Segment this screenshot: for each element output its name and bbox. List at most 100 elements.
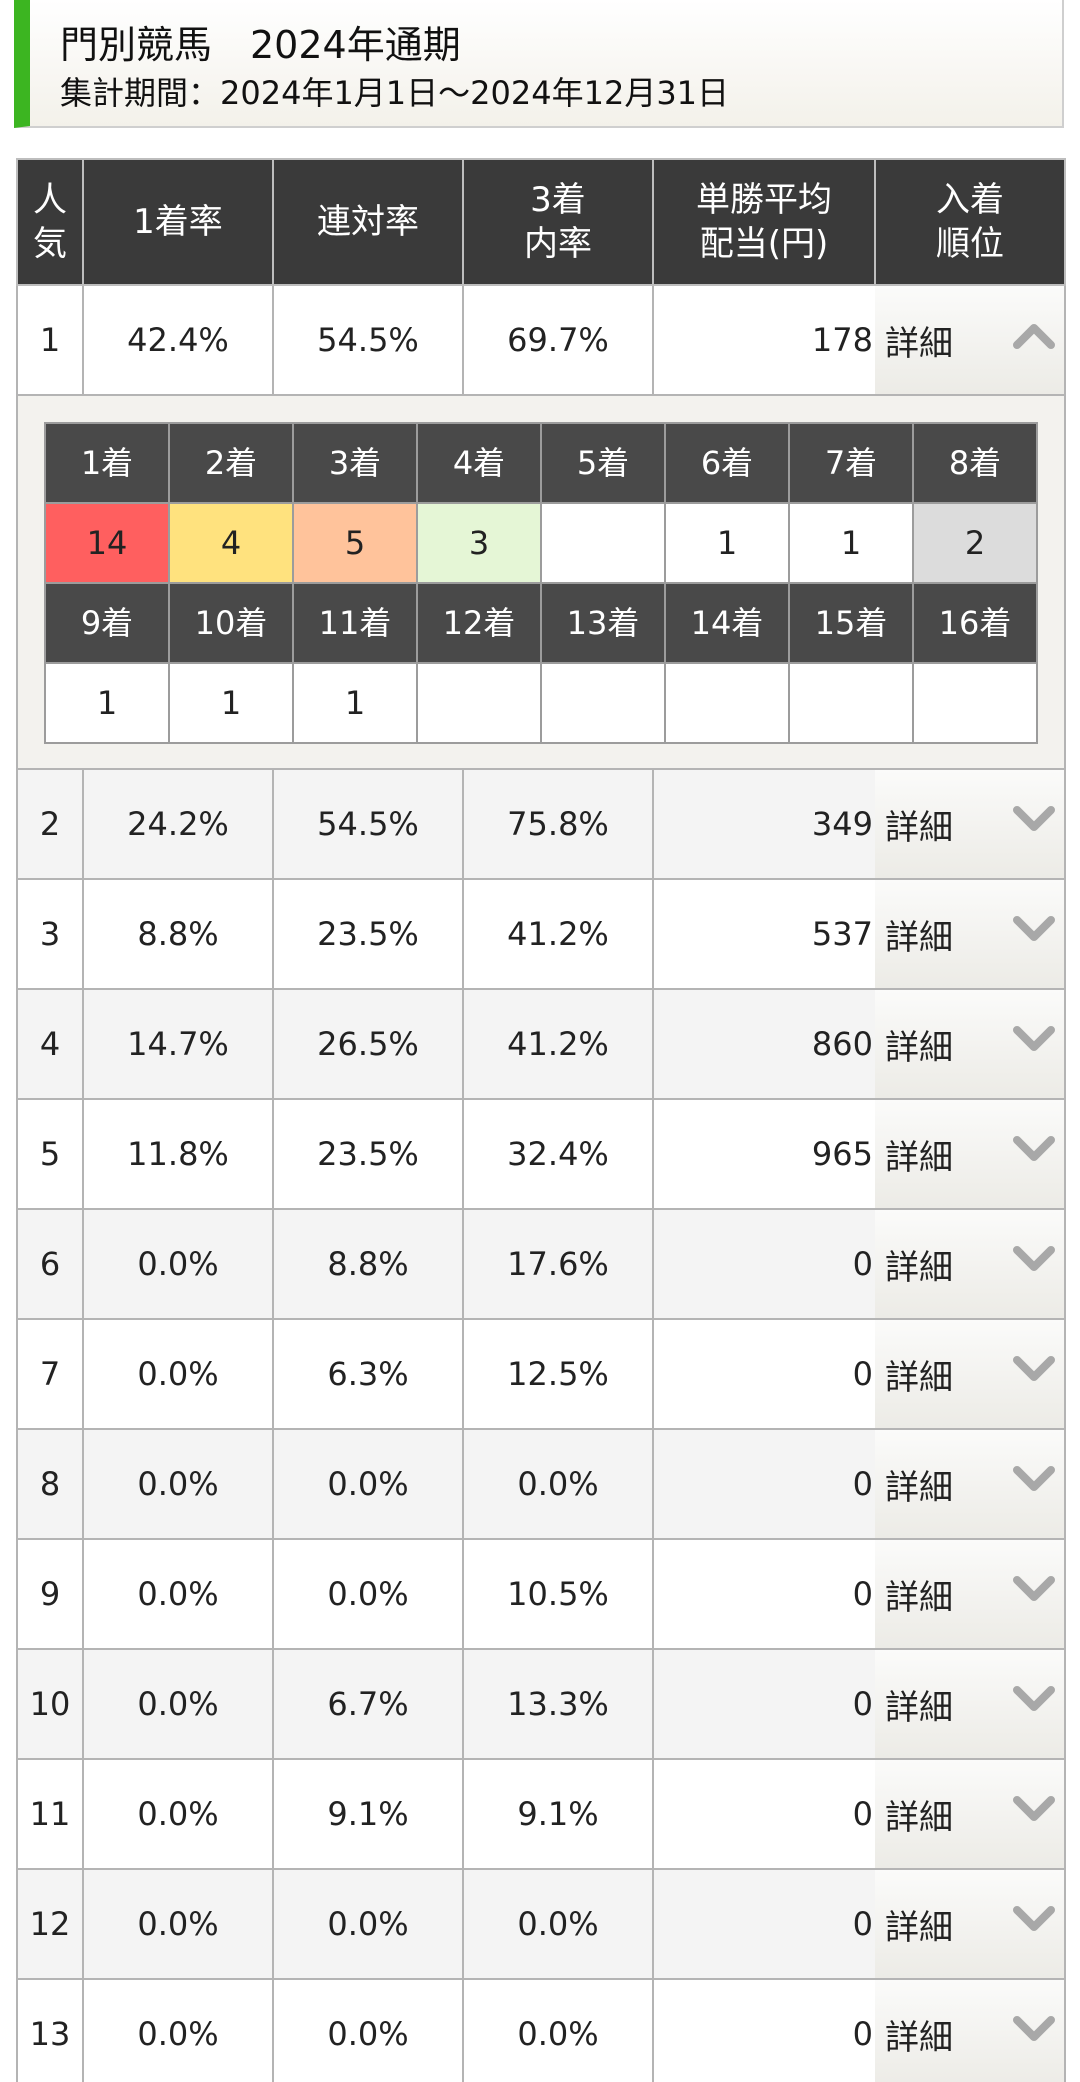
table-row: 3 8.8% 23.5% 41.2% 537 詳細	[16, 878, 1066, 990]
detail-label: 詳細	[885, 1027, 953, 1068]
finish-count-cell: 1	[664, 502, 790, 584]
page-title: 門別競馬 2024年通期	[60, 23, 461, 67]
win-rate-cell: 42.4%	[82, 284, 274, 396]
detail-toggle-button[interactable]: 詳細	[875, 284, 1066, 396]
detail-toggle-button[interactable]: 詳細	[875, 1758, 1066, 1870]
popularity-cell: 9	[16, 1538, 84, 1650]
finish-count-cell: 14	[44, 502, 170, 584]
popularity-cell: 4	[16, 988, 84, 1100]
chevron-down-icon	[1013, 1575, 1055, 1601]
col-finish-rank: 入着 順位	[874, 158, 1066, 286]
quinella-rate-cell: 54.5%	[272, 284, 464, 396]
avg-payout-cell: 0	[652, 1648, 875, 1760]
finish-rank-header: 7着	[788, 422, 914, 504]
quinella-rate-cell: 0.0%	[272, 1868, 464, 1980]
chevron-down-icon	[1013, 1135, 1055, 1161]
chevron-down-icon	[1013, 915, 1055, 941]
finish-rank-header: 3着	[292, 422, 418, 504]
top3-rate-cell: 69.7%	[462, 284, 654, 396]
finish-rank-header: 13着	[540, 582, 666, 664]
win-rate-cell: 0.0%	[82, 1318, 274, 1430]
chevron-down-icon	[1013, 1465, 1055, 1491]
finish-rank-header: 6着	[664, 422, 790, 504]
col-quinella-rate: 連対率	[272, 158, 464, 286]
popularity-cell: 13	[16, 1978, 84, 2082]
detail-toggle-button[interactable]: 詳細	[875, 1098, 1066, 1210]
finish-count-cell	[540, 502, 666, 584]
table-row: 10 0.0% 6.7% 13.3% 0 詳細	[16, 1648, 1066, 1760]
quinella-rate-cell: 0.0%	[272, 1978, 464, 2082]
detail-label: 詳細	[885, 1137, 953, 1178]
detail-label: 詳細	[885, 323, 953, 364]
aggregation-period: 集計期間：2024年1月1日〜2024年12月31日	[60, 74, 730, 112]
detail-toggle-button[interactable]: 詳細	[875, 1868, 1066, 1980]
quinella-rate-cell: 6.3%	[272, 1318, 464, 1430]
finish-rank-header: 14着	[664, 582, 790, 664]
detail-toggle-button[interactable]: 詳細	[875, 878, 1066, 990]
detail-label: 詳細	[885, 917, 953, 958]
detail-toggle-button[interactable]: 詳細	[875, 988, 1066, 1100]
quinella-rate-cell: 0.0%	[272, 1538, 464, 1650]
finish-rank-header: 16着	[912, 582, 1038, 664]
detail-toggle-button[interactable]: 詳細	[875, 768, 1066, 880]
table-row: 5 11.8% 23.5% 32.4% 965 詳細	[16, 1098, 1066, 1210]
header-box: 門別競馬 2024年通期 集計期間：2024年1月1日〜2024年12月31日	[14, 0, 1064, 128]
chevron-down-icon	[1013, 1685, 1055, 1711]
win-rate-cell: 0.0%	[82, 1538, 274, 1650]
finish-count-cell: 1	[44, 662, 170, 744]
table-row: 7 0.0% 6.3% 12.5% 0 詳細	[16, 1318, 1066, 1430]
finish-count-cell	[788, 662, 914, 744]
table-row: 11 0.0% 9.1% 9.1% 0 詳細	[16, 1758, 1066, 1870]
finish-count-cell: 5	[292, 502, 418, 584]
top3-rate-cell: 41.2%	[462, 878, 654, 990]
popularity-cell: 5	[16, 1098, 84, 1210]
finish-rank-header: 8着	[912, 422, 1038, 504]
detail-label: 詳細	[885, 1577, 953, 1618]
chevron-down-icon	[1013, 1245, 1055, 1271]
top3-rate-cell: 17.6%	[462, 1208, 654, 1320]
chevron-down-icon	[1013, 1025, 1055, 1051]
finish-rank-header: 9着	[44, 582, 170, 664]
detail-toggle-button[interactable]: 詳細	[875, 1648, 1066, 1760]
finish-breakdown-panel: 1着 2着 3着 4着 5着 6着 7着 8着 14 4 5 3 1 1 2 9着 10着 11着 12着 13着 14…	[16, 394, 1066, 770]
win-rate-cell: 0.0%	[82, 1428, 274, 1540]
col-win-rate: 1着率	[82, 158, 274, 286]
chevron-down-icon	[1013, 1795, 1055, 1821]
detail-label: 詳細	[885, 807, 953, 848]
finish-header-row: 1着 2着 3着 4着 5着 6着 7着 8着	[44, 422, 1038, 504]
popularity-cell: 2	[16, 768, 84, 880]
detail-toggle-button[interactable]: 詳細	[875, 1428, 1066, 1540]
popularity-cell: 6	[16, 1208, 84, 1320]
finish-rank-header: 12着	[416, 582, 542, 664]
finish-breakdown-table: 1着 2着 3着 4着 5着 6着 7着 8着 14 4 5 3 1 1 2 9着 10着 11着 12着 13着 14…	[44, 422, 1038, 744]
top3-rate-cell: 13.3%	[462, 1648, 654, 1760]
top3-rate-cell: 32.4%	[462, 1098, 654, 1210]
detail-toggle-button[interactable]: 詳細	[875, 1978, 1066, 2082]
detail-label: 詳細	[885, 1467, 953, 1508]
quinella-rate-cell: 0.0%	[272, 1428, 464, 1540]
detail-toggle-button[interactable]: 詳細	[875, 1318, 1066, 1430]
finish-rank-header: 5着	[540, 422, 666, 504]
table-row: 8 0.0% 0.0% 0.0% 0 詳細	[16, 1428, 1066, 1540]
avg-payout-cell: 0	[652, 1428, 875, 1540]
finish-count-cell	[416, 662, 542, 744]
popularity-cell: 3	[16, 878, 84, 990]
avg-payout-cell: 0	[652, 1758, 875, 1870]
table-row: 6 0.0% 8.8% 17.6% 0 詳細	[16, 1208, 1066, 1320]
popularity-cell: 8	[16, 1428, 84, 1540]
finish-rank-header: 11着	[292, 582, 418, 664]
popularity-stats-table: 人気 1着率 連対率 3着 内率 単勝平均 配当(円) 入着 順位 1 42.4% 54.…	[16, 158, 1066, 2082]
win-rate-cell: 11.8%	[82, 1098, 274, 1210]
top3-rate-cell: 9.1%	[462, 1758, 654, 1870]
detail-toggle-button[interactable]: 詳細	[875, 1538, 1066, 1650]
table-row: 12 0.0% 0.0% 0.0% 0 詳細	[16, 1868, 1066, 1980]
detail-toggle-button[interactable]: 詳細	[875, 1208, 1066, 1320]
detail-label: 詳細	[885, 1357, 953, 1398]
avg-payout-cell: 0	[652, 1868, 875, 1980]
quinella-rate-cell: 23.5%	[272, 878, 464, 990]
finish-count-cell	[664, 662, 790, 744]
top3-rate-cell: 12.5%	[462, 1318, 654, 1430]
quinella-rate-cell: 26.5%	[272, 988, 464, 1100]
finish-count-cell: 4	[168, 502, 294, 584]
col-avg-payout: 単勝平均 配当(円)	[652, 158, 876, 286]
